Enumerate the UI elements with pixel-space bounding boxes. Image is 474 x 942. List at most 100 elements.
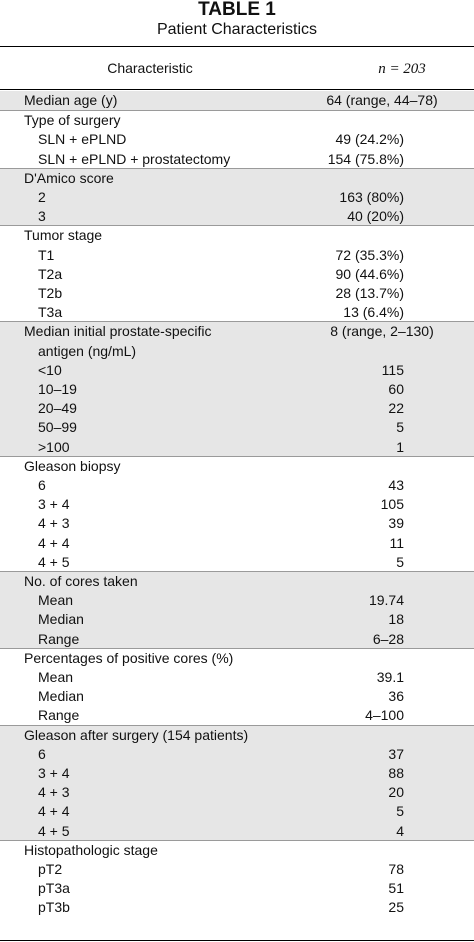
row-label: T2b (38, 284, 63, 301)
table-row: antigen (ng/mL) (0, 342, 474, 361)
row-value: 6–28 (372, 630, 404, 647)
table-group: D'Amico score 2 163 (80%) 3 40 (20%) (0, 167, 474, 227)
row-label: pT3b (38, 899, 70, 916)
table-row: T2b 28 (13.7%) (0, 284, 474, 303)
table-row: Range 4–100 (0, 706, 474, 725)
row-label: pT2 (38, 860, 63, 877)
row-label: Percentages of positive cores (%) (24, 649, 234, 666)
table-row: Mean 39.1 (0, 668, 474, 687)
row-value: 1 (396, 438, 404, 455)
row-value: 36 (388, 688, 404, 705)
table-row: Gleason after surgery (154 patients) (0, 726, 474, 745)
row-label: Median (38, 688, 84, 705)
table-row: Mean 19.74 (0, 591, 474, 610)
row-value: 90 (44.6%) (335, 265, 404, 282)
row-label: 6 (38, 476, 46, 493)
table-row: SLN + ePLND + prostatectomy 154 (75.8%) (0, 150, 474, 169)
table-row: No. of cores taken (0, 572, 474, 591)
row-value: 51 (388, 880, 404, 897)
row-value: 163 (80%) (339, 188, 404, 205)
row-label: 2 (38, 188, 46, 205)
table-row: D'Amico score (0, 169, 474, 188)
row-value: 11 (389, 534, 404, 551)
table-group: Type of surgery SLN + ePLND 49 (24.2%) SLN … (0, 110, 474, 169)
row-value: 37 (388, 745, 404, 762)
table-row: 6 43 (0, 476, 474, 495)
row-label: D'Amico score (24, 169, 114, 186)
header-sample-size: n = 203 (330, 58, 474, 79)
row-value: 43 (388, 476, 404, 493)
row-value: 20 (388, 784, 404, 801)
row-label: Type of surgery (24, 112, 121, 129)
row-value: 25 (388, 899, 404, 916)
row-label: 4 + 5 (38, 822, 70, 839)
row-label: Gleason after surgery (154 patients) (24, 726, 249, 743)
table-group: Median initial prostate-specific 8 (range… (0, 321, 474, 457)
row-value: 39 (388, 515, 404, 532)
table-row: 10–19 60 (0, 380, 474, 399)
table-group: Histopathologic stage pT2 78 pT3a 51 pT3b 25 (0, 839, 474, 918)
row-value: 60 (388, 380, 404, 397)
row-label: Histopathologic stage (24, 841, 158, 858)
row-value: 88 (388, 764, 404, 781)
row-value: 28 (13.7%) (335, 284, 404, 301)
table-row: T2a 90 (44.6%) (0, 265, 474, 284)
table-row: T1 72 (35.3%) (0, 246, 474, 265)
row-label: Median age (y) (24, 92, 118, 108)
row-value: 154 (75.8%) (327, 150, 404, 167)
row-label: T3a (38, 304, 63, 321)
row-label: 50–99 (38, 419, 77, 436)
table-row: Type of surgery (0, 111, 474, 130)
table-row: Median initial prostate-specific 8 (range… (0, 322, 474, 341)
table-row: Tumor stage (0, 226, 474, 245)
row-value: 64 (range, 44–78) (326, 92, 438, 108)
row-label: 20–49 (38, 400, 77, 417)
row-label: T2a (38, 265, 63, 282)
table-row: 3 40 (20%) (0, 207, 474, 226)
table-row: 4 + 5 4 (0, 822, 474, 841)
row-value: 18 (388, 611, 404, 628)
row-value: 39.1 (376, 668, 404, 685)
table-row: 2 163 (80%) (0, 188, 474, 207)
table-group: Gleason biopsy 6 43 3 + 4 105 4 + 3 39 4 + 4 11 4… (0, 455, 474, 572)
row-label: Median (38, 611, 84, 628)
table-row: <10 115 (0, 361, 474, 380)
table-row: 50–99 5 (0, 418, 474, 437)
table-row: 4 + 5 5 (0, 553, 474, 572)
top-rule (0, 46, 474, 47)
row-label: T1 (38, 246, 55, 263)
table-row: pT3b 25 (0, 898, 474, 917)
table-group: Median age (y) 64 (range, 44–78) (0, 91, 474, 111)
row-value: 4 (396, 822, 404, 839)
row-label: <10 (38, 361, 62, 378)
header-characteristic: Characteristic (107, 60, 193, 76)
row-label: 4 + 3 (38, 784, 70, 801)
table-row: 4 + 4 11 (0, 534, 474, 553)
row-value: 115 (381, 361, 404, 378)
row-label: 10–19 (38, 380, 77, 397)
row-label: 4 + 4 (38, 803, 70, 820)
row-value: 5 (396, 553, 404, 570)
row-value: 72 (35.3%) (335, 246, 404, 263)
bottom-rule (0, 940, 474, 941)
row-value: 105 (380, 496, 404, 513)
row-value: 8 (range, 2–130) (330, 323, 434, 340)
row-label: 3 (38, 208, 46, 225)
table-group: Percentages of positive cores (%) Mean 39.… (0, 647, 474, 726)
row-label: SLN + ePLND (38, 131, 127, 148)
table-row: SLN + ePLND 49 (24.2%) (0, 130, 474, 149)
row-label: Gleason biopsy (24, 457, 121, 474)
table-header: Characteristic n = 203 (0, 58, 474, 78)
table-row: 6 37 (0, 745, 474, 764)
table-group: No. of cores taken Mean 19.74 Median 18 Range… (0, 571, 474, 649)
table-row: Median age (y) 64 (range, 44–78) (0, 91, 474, 110)
row-label: 3 + 4 (38, 496, 70, 513)
row-label: Median initial prostate-specific (24, 323, 212, 340)
table-row: >100 1 (0, 438, 474, 457)
table-row: 3 + 4 105 (0, 495, 474, 514)
row-label: antigen (ng/mL) (38, 342, 137, 359)
row-value: 78 (388, 860, 404, 877)
table-row: Range 6–28 (0, 630, 474, 649)
row-value: 40 (20%) (347, 208, 404, 225)
